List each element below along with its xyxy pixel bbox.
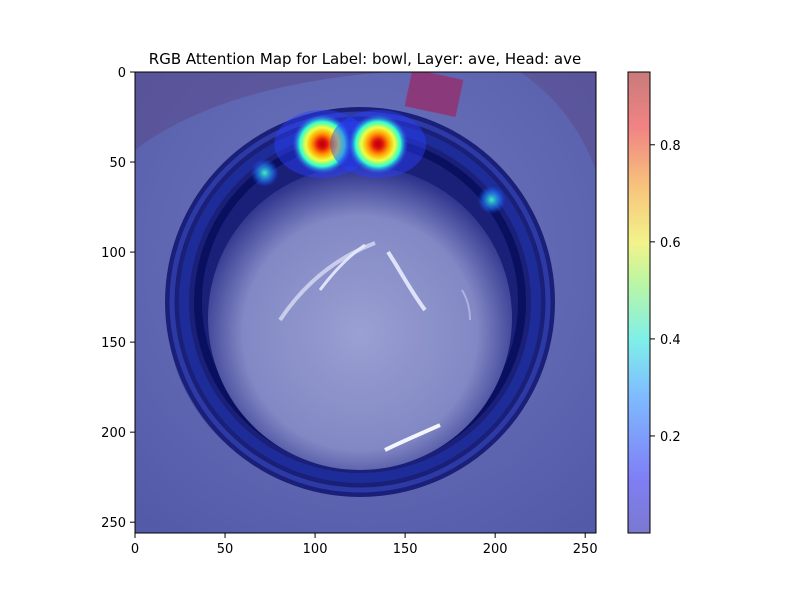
reflection: [461, 289, 471, 321]
y-tick-label: 250: [101, 516, 126, 531]
attention-hotspot: [477, 185, 506, 214]
y-tick-label: 150: [101, 336, 126, 351]
reflection: [384, 423, 441, 452]
reflection: [386, 250, 427, 312]
reflection: [318, 243, 366, 291]
attention-hotspot: [250, 158, 279, 187]
background-object: [404, 72, 464, 117]
x-tick-label: 200: [483, 542, 508, 557]
bowl-rim-ring: [169, 111, 551, 493]
x-tick-label: 250: [573, 542, 598, 557]
chart-title: RGB Attention Map for Label: bowl, Layer…: [149, 50, 581, 68]
x-tick-label: 50: [217, 542, 234, 557]
y-tick-label: 200: [101, 426, 126, 441]
colorbar-tick-label: 0.4: [660, 333, 681, 348]
x-tick-label: 150: [393, 542, 418, 557]
bowl-interior: [208, 166, 512, 470]
plot-frame: [134, 71, 597, 534]
attention-hotspot: [292, 114, 353, 175]
colorbar: 0.2 0.4 0.6 0.8: [627, 71, 681, 534]
y-axis: 0 50 100 150 200 250: [101, 66, 135, 531]
y-tick-label: 100: [101, 246, 126, 261]
attention-hotspot: [348, 114, 409, 175]
attention-hotspots: [250, 110, 506, 214]
colorbar-tick-label: 0.6: [660, 236, 681, 251]
background-dark-corner-right: [520, 72, 596, 170]
background-dark-corner: [135, 72, 390, 150]
x-tick-label: 100: [303, 542, 328, 557]
x-tick-label: 0: [131, 542, 139, 557]
colorbar-tick-label: 0.2: [660, 430, 681, 445]
colorbar-ticks: 0.2 0.4 0.6 0.8: [650, 139, 681, 445]
colorbar-gradient: [628, 72, 650, 533]
x-axis: 0 50 100 150 200 250: [131, 533, 598, 557]
y-tick-label: 50: [109, 156, 126, 171]
colorbar-tick-label: 0.8: [660, 139, 681, 154]
y-tick-label: 0: [118, 66, 126, 81]
colorbar-frame: [627, 71, 651, 534]
heatmap-image: [135, 72, 596, 533]
